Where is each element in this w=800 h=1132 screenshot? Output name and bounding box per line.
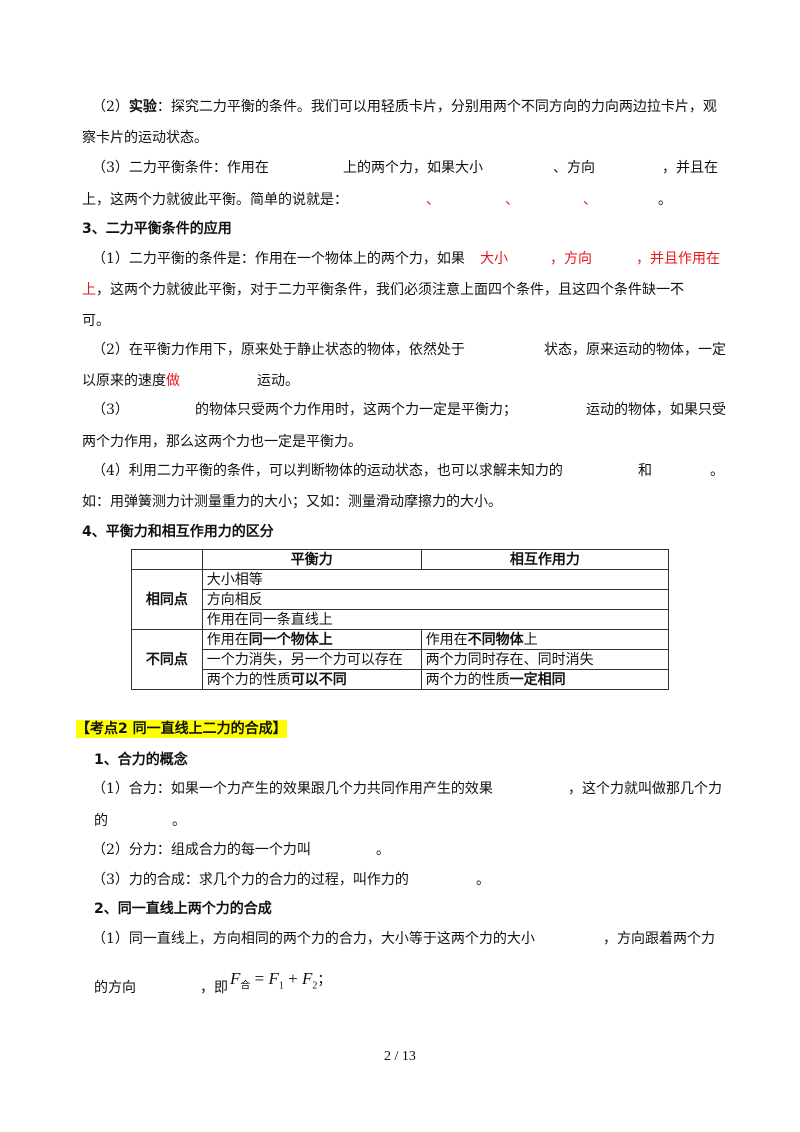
section-heading: 4、平衡力和相互作用力的区分 bbox=[82, 524, 274, 540]
text: 上的两个力，如果大小 bbox=[343, 160, 483, 176]
subscript: 1 bbox=[278, 980, 284, 992]
table-row: 相同点 大小相等 bbox=[131, 569, 670, 630]
column-header: 平衡力 bbox=[201, 549, 422, 570]
column-header: 相互作用力 bbox=[420, 549, 670, 570]
text: 。 bbox=[476, 872, 490, 888]
text: ，并且在 bbox=[662, 160, 718, 176]
table-header-row: 平衡力 相互作用力 bbox=[131, 549, 670, 570]
table-cell: 作用在同一条直线上 bbox=[201, 609, 670, 630]
empty-cell bbox=[131, 549, 203, 570]
bold-term: 实验 bbox=[128, 99, 157, 115]
text: 作用在 bbox=[425, 631, 468, 648]
text: （2）在平衡力作用下，原来处于静止状态的物体，依然处于 bbox=[92, 342, 465, 358]
text: 上，这两个力就彼此平衡。简单的说就是： bbox=[82, 192, 348, 208]
paragraph: 上，这两个力就彼此平衡，对于二力平衡条件，我们必须注意上面四个条件，且这四个条件… bbox=[82, 281, 684, 299]
section-heading: 3、二力平衡条件的应用 bbox=[82, 221, 232, 237]
red-text: ，并且作用在 bbox=[636, 251, 720, 267]
red-text: 做 bbox=[166, 373, 180, 389]
symbol: F bbox=[301, 969, 313, 988]
text: ； bbox=[317, 973, 332, 988]
comparison-table: 平衡力 相互作用力 相同点 大小相等 方向相反 作用在同一条直线上 不同点 作用… bbox=[131, 549, 670, 690]
text: 如：用弹簧测力计测量重力的大小；又如：测量滑动摩擦力的大小。 bbox=[82, 494, 502, 510]
text: 的物体只受两个力作用时，这两个力一定是平衡力； bbox=[195, 402, 517, 418]
table-row: 方向相反 bbox=[132, 589, 670, 610]
resultant-force-formula: F合 = F1 + F2； bbox=[230, 970, 331, 995]
row-label: 相同点 bbox=[131, 569, 203, 630]
table-row: 不同点 作用在同一个物体上 作用在不同物体上 bbox=[131, 629, 670, 690]
bold-text: 同一个物体上 bbox=[248, 631, 333, 648]
subscript: 合 bbox=[240, 980, 251, 992]
red-text: 大小 bbox=[480, 251, 508, 267]
paragraph: 以原来的速度做 bbox=[82, 372, 180, 390]
text: 察卡片的运动状态。 bbox=[82, 130, 208, 146]
table-cell: 大小相等 bbox=[201, 569, 670, 590]
text: （1）合力：如果一个力产生的效果跟几个力共同作用产生的效果 bbox=[92, 781, 493, 797]
table-cell: 作用在同一个物体上 bbox=[201, 629, 422, 650]
text: ，即 bbox=[200, 980, 228, 996]
table-cell: 作用在不同物体上 bbox=[420, 629, 670, 650]
bold-text: 不同物体 bbox=[467, 631, 524, 648]
red-separator: 、 bbox=[583, 192, 597, 208]
text: ，方向跟着两个力 bbox=[603, 931, 715, 947]
text: 两个力作用，那么这两个力也一定是平衡力。 bbox=[82, 434, 362, 450]
text: （3） bbox=[92, 402, 129, 418]
table-cell: 方向相反 bbox=[201, 589, 670, 610]
subscript: 2 bbox=[312, 980, 318, 992]
text: 的 bbox=[94, 813, 108, 829]
text: （4）利用二力平衡的条件，可以判断物体的运动状态，也可以求解未知力的 bbox=[92, 463, 563, 479]
text: ：探究二力平衡的条件。我们可以用轻质卡片，分别用两个不同方向的力向两边拉卡片，观 bbox=[156, 99, 717, 115]
text: （1）同一直线上，方向相同的两个力的合力，大小等于这两个力的大小 bbox=[92, 931, 535, 947]
text: 的方向 bbox=[94, 980, 136, 996]
topic-heading-highlighted: 【考点2 同一直线上二力的合成】 bbox=[76, 720, 287, 738]
text: 两个力的性质 bbox=[425, 671, 510, 688]
text: 以原来的速度 bbox=[82, 373, 166, 389]
text: 、方向 bbox=[553, 160, 595, 176]
table-row: 作用在同一条直线上 bbox=[132, 609, 670, 630]
red-text: 上 bbox=[82, 282, 96, 298]
text: 两个力的性质 bbox=[206, 671, 291, 688]
page-number: 2 / 13 bbox=[384, 1049, 416, 1064]
bold-text: 一定相同 bbox=[509, 671, 566, 688]
table-cell: 两个力的性质一定相同 bbox=[420, 669, 670, 690]
operator: + bbox=[283, 969, 302, 988]
section-heading: 1、合力的概念 bbox=[94, 752, 188, 768]
section-heading: 2、同一直线上两个力的合成 bbox=[94, 901, 272, 917]
text: 运动。 bbox=[257, 373, 299, 389]
row-label: 不同点 bbox=[131, 629, 203, 690]
text: （2）分力：组成合力的每一个力叫 bbox=[92, 842, 311, 858]
text: 。 bbox=[376, 842, 390, 858]
table-row: 一个力消失，另一个力可以存在 两个力同时存在、同时消失 bbox=[132, 649, 670, 670]
red-separator: 、 bbox=[426, 192, 440, 208]
table-cell: 两个力的性质可以不同 bbox=[201, 669, 422, 690]
text: （1）二力平衡的条件是：作用在一个物体上的两个力，如果 bbox=[92, 251, 465, 267]
red-text: ，方向 bbox=[550, 251, 592, 267]
symbol: F bbox=[230, 969, 241, 988]
text: 运动的物体，如果只受 bbox=[586, 402, 726, 418]
text: （3）力的合成：求几个力的合力的过程，叫作力的 bbox=[92, 872, 409, 888]
text: 上 bbox=[523, 631, 538, 648]
text: 作用在 bbox=[206, 631, 249, 648]
text: （2） bbox=[92, 99, 129, 115]
table-cell: 两个力同时存在、同时消失 bbox=[420, 649, 670, 670]
text: 。 bbox=[710, 463, 724, 479]
text: 可。 bbox=[82, 313, 110, 329]
symbol: F bbox=[268, 969, 279, 988]
table-row: 两个力的性质可以不同 两个力的性质一定相同 bbox=[132, 669, 670, 690]
text: 状态，原来运动的物体，一定 bbox=[544, 342, 726, 358]
red-separator: 、 bbox=[505, 192, 519, 208]
text: 和 bbox=[638, 463, 652, 479]
paragraph: （2）实验：探究二力平衡的条件。我们可以用轻质卡片，分别用两个不同方向的力向两边… bbox=[92, 98, 717, 116]
text: ，这个力就叫做那几个力 bbox=[568, 781, 722, 797]
text: ，这两个力就彼此平衡，对于二力平衡条件，我们必须注意上面四个条件，且这四个条件缺… bbox=[96, 282, 684, 298]
table-cell: 一个力消失，另一个力可以存在 bbox=[201, 649, 422, 670]
text: 。 bbox=[658, 192, 672, 208]
text: （3）二力平衡条件：作用在 bbox=[92, 160, 269, 176]
text: 。 bbox=[172, 813, 186, 829]
operator: = bbox=[250, 969, 269, 988]
bold-text: 可以不同 bbox=[290, 671, 347, 688]
